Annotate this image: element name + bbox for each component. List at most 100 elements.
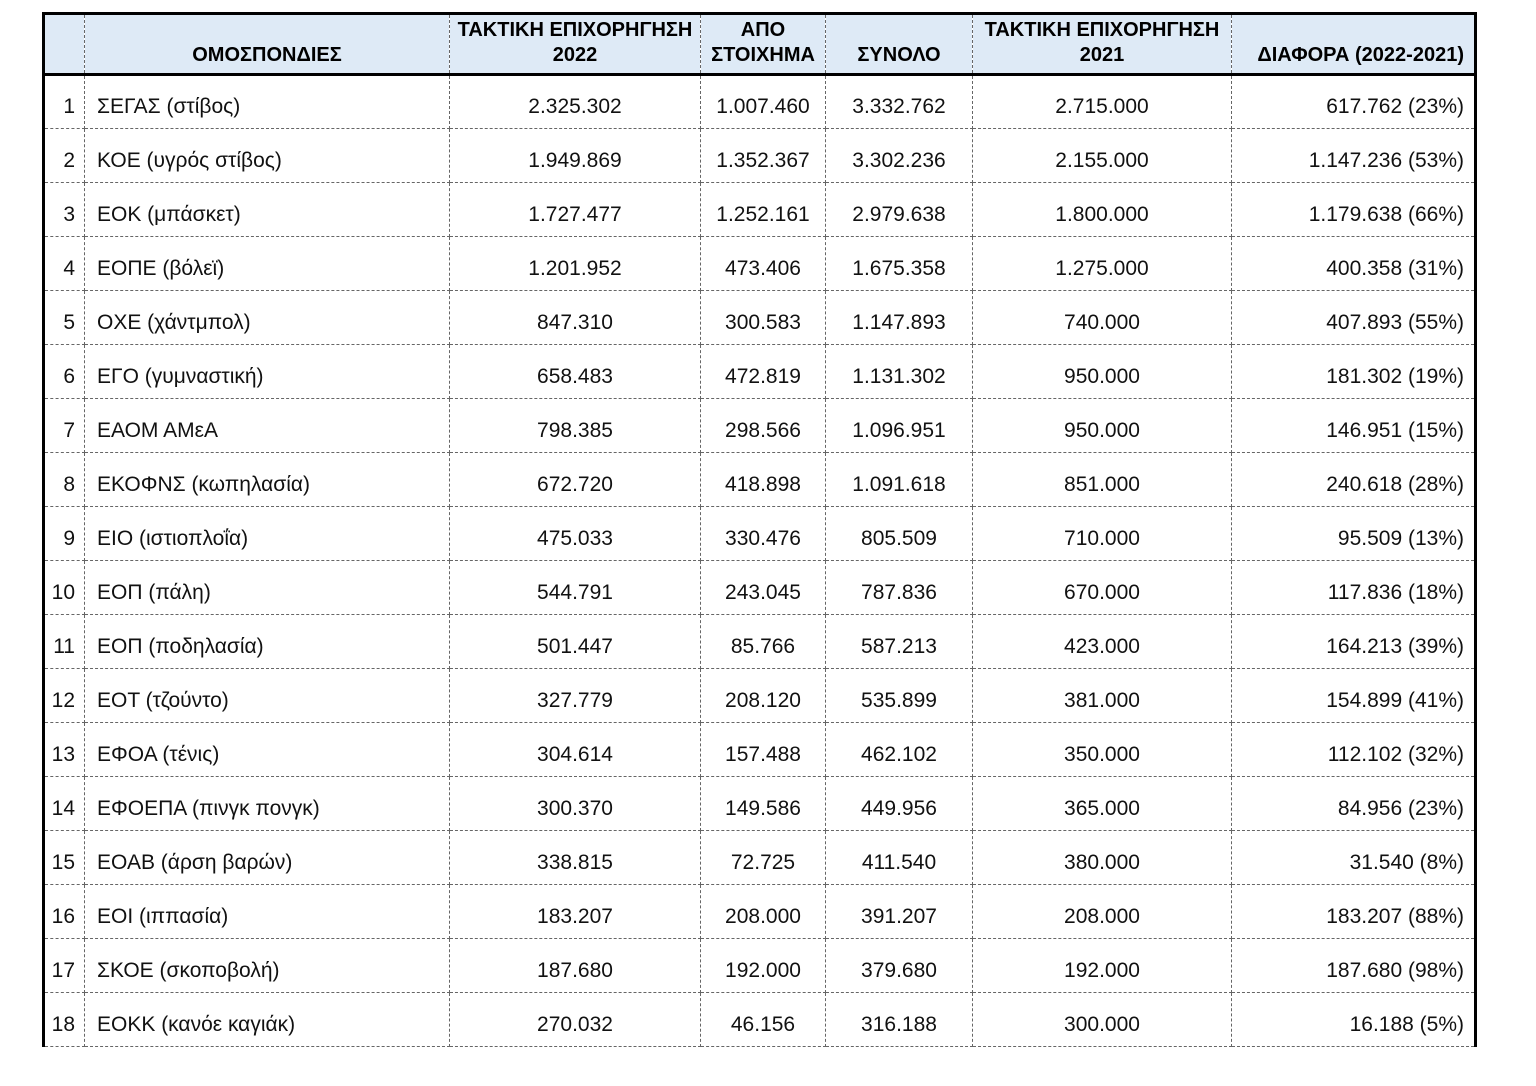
cell-name: ΕΟΑΒ (άρση βαρών) [84, 830, 450, 885]
cell-total: 3.332.762 [825, 74, 973, 129]
cell-diff: 146.951 (15%) [1231, 398, 1476, 453]
cell-bet: 149.586 [700, 776, 826, 831]
cell-name: ΕΟΙ (ιππασία) [84, 884, 450, 939]
cell-diff: 31.540 (8%) [1231, 830, 1476, 885]
cell-g22: 300.370 [449, 776, 701, 831]
table-row: 13 ΕΦΟΑ (τένις) 304.614 157.488 462.102 350.0… [43, 722, 1476, 777]
table-row: 2 ΚΟΕ (υγρός στίβος) 1.949.869 1.352.367 3.3… [43, 128, 1476, 183]
cell-g22: 327.779 [449, 668, 701, 723]
cell-diff: 164.213 (39%) [1231, 614, 1476, 669]
cell-bet: 46.156 [700, 992, 826, 1047]
cell-g22: 544.791 [449, 560, 701, 615]
cell-diff: 1.179.638 (66%) [1231, 182, 1476, 237]
cell-g21: 350.000 [972, 722, 1232, 777]
cell-diff: 117.836 (18%) [1231, 560, 1476, 615]
cell-num: 3 [43, 182, 85, 237]
cell-num: 14 [43, 776, 85, 831]
cell-bet: 418.898 [700, 452, 826, 507]
cell-diff: 154.899 (41%) [1231, 668, 1476, 723]
cell-g21: 710.000 [972, 506, 1232, 561]
cell-num: 4 [43, 236, 85, 291]
cell-bet: 473.406 [700, 236, 826, 291]
table-body: 1 ΣΕΓΑΣ (στίβος) 2.325.302 1.007.460 3.332.7… [43, 74, 1476, 1047]
cell-num: 16 [43, 884, 85, 939]
cell-num: 11 [43, 614, 85, 669]
cell-g21: 192.000 [972, 938, 1232, 993]
cell-g22: 2.325.302 [449, 74, 701, 129]
cell-diff: 240.618 (28%) [1231, 452, 1476, 507]
table-row: 5 ΟΧΕ (χάντμπολ) 847.310 300.583 1.147.893 74… [43, 290, 1476, 345]
cell-g21: 1.800.000 [972, 182, 1232, 237]
cell-num: 1 [43, 74, 85, 129]
cell-num: 18 [43, 992, 85, 1047]
cell-num: 9 [43, 506, 85, 561]
table-row: 16 ΕΟΙ (ιππασία) 183.207 208.000 391.207 208.… [43, 884, 1476, 939]
table-row: 15 ΕΟΑΒ (άρση βαρών) 338.815 72.725 411.540 3… [43, 830, 1476, 885]
header-row: ΟΜΟΣΠΟΝΔΙΕΣ ΤΑΚΤΙΚΗ ΕΠΙΧΟΡΗΓΗΣΗ 2022 ΑΠΟ Σ… [43, 13, 1476, 76]
cell-g21: 423.000 [972, 614, 1232, 669]
cell-diff: 183.207 (88%) [1231, 884, 1476, 939]
column-header-empty [43, 13, 85, 76]
cell-name: ΕΦΟΕΠΑ (πινγκ πονγκ) [84, 776, 450, 831]
cell-g22: 672.720 [449, 452, 701, 507]
cell-total: 787.836 [825, 560, 973, 615]
cell-num: 5 [43, 290, 85, 345]
cell-name: ΕΑΟΜ ΑΜεΑ [84, 398, 450, 453]
cell-total: 1.096.951 [825, 398, 973, 453]
cell-g21: 380.000 [972, 830, 1232, 885]
cell-total: 449.956 [825, 776, 973, 831]
cell-g21: 740.000 [972, 290, 1232, 345]
cell-name: ΕΟΠ (πάλη) [84, 560, 450, 615]
cell-g22: 338.815 [449, 830, 701, 885]
column-header-diff: ΔΙΑΦΟΡΑ (2022-2021) [1231, 13, 1476, 76]
cell-diff: 1.147.236 (53%) [1231, 128, 1476, 183]
table-row: 9 ΕΙΟ (ιστιοπλοΐα) 475.033 330.476 805.509 71… [43, 506, 1476, 561]
table-row: 7 ΕΑΟΜ ΑΜεΑ 798.385 298.566 1.096.951 950.000… [43, 398, 1476, 453]
cell-total: 391.207 [825, 884, 973, 939]
cell-name: ΕΓΟ (γυμναστική) [84, 344, 450, 399]
cell-num: 2 [43, 128, 85, 183]
cell-total: 587.213 [825, 614, 973, 669]
cell-num: 6 [43, 344, 85, 399]
cell-diff: 95.509 (13%) [1231, 506, 1476, 561]
cell-total: 805.509 [825, 506, 973, 561]
cell-bet: 243.045 [700, 560, 826, 615]
cell-bet: 85.766 [700, 614, 826, 669]
cell-g21: 2.155.000 [972, 128, 1232, 183]
cell-name: ΕΟΤ (τζούντο) [84, 668, 450, 723]
cell-total: 316.188 [825, 992, 973, 1047]
cell-total: 1.675.358 [825, 236, 973, 291]
column-header-g21: ΤΑΚΤΙΚΗ ΕΠΙΧΟΡΗΓΗΣΗ 2021 [972, 13, 1232, 76]
cell-num: 17 [43, 938, 85, 993]
cell-g22: 847.310 [449, 290, 701, 345]
table-row: 1 ΣΕΓΑΣ (στίβος) 2.325.302 1.007.460 3.332.7… [43, 74, 1476, 129]
cell-num: 12 [43, 668, 85, 723]
cell-diff: 181.302 (19%) [1231, 344, 1476, 399]
cell-g21: 1.275.000 [972, 236, 1232, 291]
federations-funding-table: ΟΜΟΣΠΟΝΔΙΕΣ ΤΑΚΤΙΚΗ ΕΠΙΧΟΡΗΓΗΣΗ 2022 ΑΠΟ Σ… [42, 12, 1477, 1047]
column-header-bet: ΑΠΟ ΣΤΟΙΧΗΜΑ [700, 13, 826, 76]
cell-bet: 72.725 [700, 830, 826, 885]
cell-g21: 2.715.000 [972, 74, 1232, 129]
cell-g22: 1.949.869 [449, 128, 701, 183]
cell-num: 7 [43, 398, 85, 453]
cell-g21: 365.000 [972, 776, 1232, 831]
cell-diff: 187.680 (98%) [1231, 938, 1476, 993]
cell-num: 8 [43, 452, 85, 507]
cell-name: ΣΚΟΕ (σκοποβολή) [84, 938, 450, 993]
cell-bet: 300.583 [700, 290, 826, 345]
cell-total: 1.131.302 [825, 344, 973, 399]
cell-num: 13 [43, 722, 85, 777]
cell-g21: 950.000 [972, 398, 1232, 453]
table-row: 18 ΕΟΚΚ (κανόε καγιάκ) 270.032 46.156 316.18… [43, 992, 1476, 1047]
cell-name: ΟΧΕ (χάντμπολ) [84, 290, 450, 345]
cell-total: 3.302.236 [825, 128, 973, 183]
cell-num: 10 [43, 560, 85, 615]
cell-bet: 208.000 [700, 884, 826, 939]
table-row: 17 ΣΚΟΕ (σκοποβολή) 187.680 192.000 379.680 1… [43, 938, 1476, 993]
cell-name: ΕΟΠΕ (βόλεϊ) [84, 236, 450, 291]
cell-name: ΕΙΟ (ιστιοπλοΐα) [84, 506, 450, 561]
cell-total: 535.899 [825, 668, 973, 723]
cell-bet: 192.000 [700, 938, 826, 993]
